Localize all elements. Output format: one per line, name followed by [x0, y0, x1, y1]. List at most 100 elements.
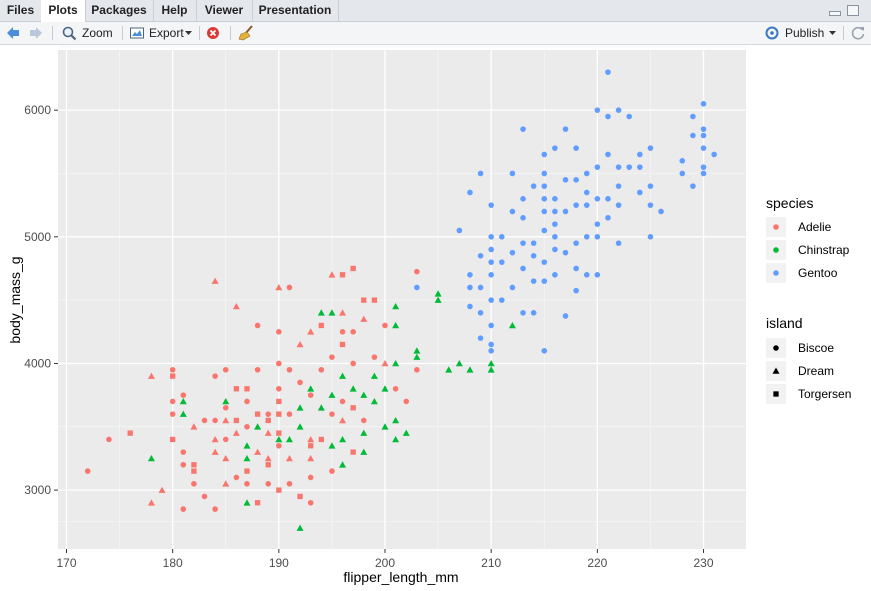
- data-point: [700, 170, 707, 177]
- data-point: [414, 284, 420, 291]
- tab-plots[interactable]: Plots: [41, 0, 86, 22]
- data-point: [265, 480, 272, 487]
- data-point: [233, 474, 240, 481]
- data-point: [530, 309, 537, 316]
- data-point: [541, 227, 548, 234]
- data-point: [296, 524, 304, 531]
- data-point: [381, 359, 389, 367]
- export-button[interactable]: Export: [149, 26, 184, 40]
- publish-button[interactable]: Publish: [785, 26, 825, 40]
- data-point: [329, 354, 335, 360]
- x-axis-title: flipper_length_mm: [343, 569, 458, 585]
- data-point: [413, 353, 421, 360]
- data-point: [276, 398, 282, 405]
- chevron-down-icon[interactable]: [185, 31, 192, 36]
- data-point: [520, 126, 526, 132]
- data-point: [509, 208, 516, 215]
- data-point: [339, 398, 346, 405]
- legend-label-biscoe: Biscoe: [798, 341, 834, 355]
- data-point: [286, 366, 293, 373]
- data-point: [552, 234, 558, 240]
- data-point: [541, 208, 548, 215]
- data-point: [329, 411, 335, 417]
- data-point: [562, 313, 569, 319]
- chevron-down-icon[interactable]: [829, 31, 836, 36]
- minimize-pane-icon[interactable]: [829, 11, 841, 16]
- publish-icon[interactable]: [763, 26, 781, 40]
- data-point: [647, 202, 654, 208]
- data-point: [700, 126, 707, 132]
- data-point: [615, 164, 622, 170]
- x-tick-label: 210: [481, 556, 501, 570]
- axes: 170 180 190 200 210 220 230 3000 4000 5000 6000: [24, 103, 714, 570]
- data-point: [615, 240, 622, 246]
- clear-all-broom-icon[interactable]: [238, 25, 254, 41]
- data-point: [233, 386, 240, 392]
- data-point: [244, 468, 250, 474]
- data-point: [254, 411, 261, 417]
- data-point: [318, 322, 324, 329]
- x-tick-label: 200: [375, 556, 395, 570]
- data-point: [541, 347, 548, 354]
- remove-plot-icon[interactable]: [205, 25, 221, 41]
- data-point: [690, 113, 696, 120]
- data-point: [541, 170, 548, 177]
- data-point: [179, 410, 187, 417]
- refresh-icon[interactable]: [850, 25, 866, 41]
- zoom-icon[interactable]: [61, 25, 77, 41]
- data-point: [222, 416, 230, 424]
- data-point: [308, 443, 314, 449]
- x-tick-label: 190: [269, 556, 289, 570]
- data-point: [594, 164, 601, 170]
- tab-files[interactable]: Files: [0, 0, 42, 21]
- data-point: [222, 480, 230, 487]
- data-point: [127, 430, 133, 436]
- data-point: [573, 240, 579, 246]
- data-point: [190, 423, 198, 430]
- back-arrow-icon[interactable]: [5, 25, 21, 41]
- tab-help[interactable]: Help: [153, 0, 197, 21]
- data-point: [530, 183, 537, 189]
- data-point: [265, 411, 272, 417]
- legend-title-species: species: [766, 195, 813, 211]
- data-point: [499, 234, 505, 240]
- tab-viewer[interactable]: Viewer: [196, 0, 253, 21]
- x-tick-label: 220: [587, 556, 607, 570]
- tab-packages[interactable]: Packages: [85, 0, 154, 21]
- data-point: [349, 385, 357, 392]
- data-point: [700, 145, 707, 151]
- data-point: [191, 468, 197, 474]
- data-point: [573, 287, 579, 294]
- export-icon[interactable]: [129, 25, 145, 41]
- data-point: [286, 480, 293, 487]
- data-point: [307, 385, 315, 392]
- data-point: [211, 435, 219, 443]
- data-point: [488, 297, 494, 303]
- data-point: [170, 436, 176, 443]
- data-point: [276, 442, 282, 449]
- y-tick-label: 5000: [24, 230, 51, 244]
- data-point: [222, 436, 229, 443]
- data-point: [445, 366, 453, 373]
- data-point: [626, 164, 633, 170]
- data-point: [573, 145, 579, 151]
- data-point: [552, 272, 558, 278]
- data-point: [434, 296, 442, 303]
- x-tick-label: 180: [163, 556, 183, 570]
- zoom-button[interactable]: Zoom: [82, 26, 113, 40]
- data-point: [169, 398, 176, 405]
- data-point: [455, 359, 463, 367]
- forward-arrow-icon[interactable]: [28, 25, 44, 41]
- tab-presentation[interactable]: Presentation: [252, 0, 339, 21]
- data-point: [488, 234, 494, 240]
- data-point: [350, 360, 356, 367]
- data-points: [84, 69, 717, 531]
- data-point: [392, 416, 400, 424]
- data-point: [307, 499, 314, 506]
- maximize-pane-icon[interactable]: [847, 5, 859, 16]
- data-point: [530, 253, 537, 259]
- data-point: [106, 436, 112, 443]
- data-point: [371, 354, 378, 360]
- toolbar-separator: [52, 26, 53, 40]
- x-tick-label: 170: [56, 556, 76, 570]
